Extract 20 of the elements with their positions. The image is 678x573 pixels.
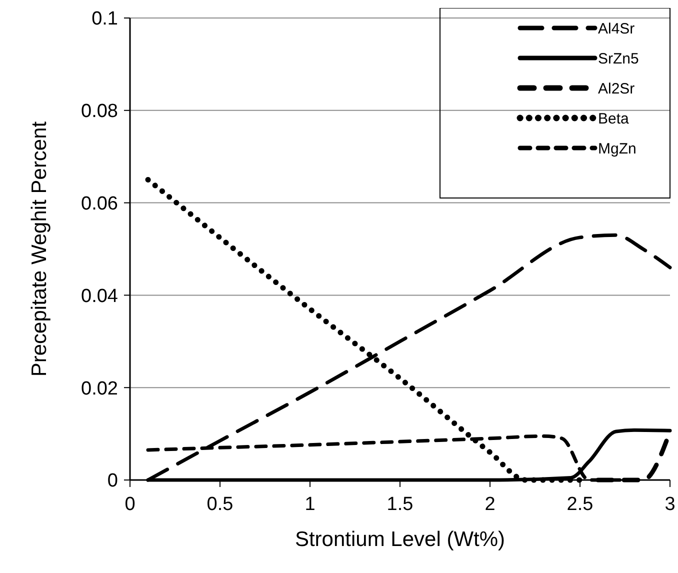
legend-label: Al4Sr bbox=[598, 20, 635, 38]
y-tick-label: 0.06 bbox=[81, 193, 118, 214]
y-tick-label: 0.1 bbox=[92, 8, 118, 30]
x-tick-label: 2 bbox=[484, 494, 496, 515]
y-tick-label: 0.04 bbox=[81, 286, 118, 307]
legend-label: Al2Sr bbox=[598, 80, 635, 98]
y-axis-title: Precepitate Weghit Percent bbox=[28, 121, 51, 377]
x-tick-label: 0.5 bbox=[206, 494, 234, 515]
y-tick-label: 0 bbox=[107, 470, 118, 492]
x-tick-label: 1 bbox=[304, 494, 316, 515]
x-tick-label: 3 bbox=[664, 494, 676, 515]
legend-label: Beta bbox=[598, 110, 630, 128]
x-axis-title: Strontium Level (Wt%) bbox=[294, 528, 506, 551]
legend-label: SrZn5 bbox=[598, 50, 639, 68]
y-tick-label: 0.02 bbox=[81, 378, 118, 400]
legend-label: MgZn bbox=[598, 140, 636, 158]
y-tick-label: 0.08 bbox=[81, 101, 118, 122]
x-tick-label: 2.5 bbox=[566, 494, 594, 515]
x-tick-label: 0 bbox=[124, 494, 136, 515]
x-tick-label: 1.5 bbox=[386, 494, 414, 515]
